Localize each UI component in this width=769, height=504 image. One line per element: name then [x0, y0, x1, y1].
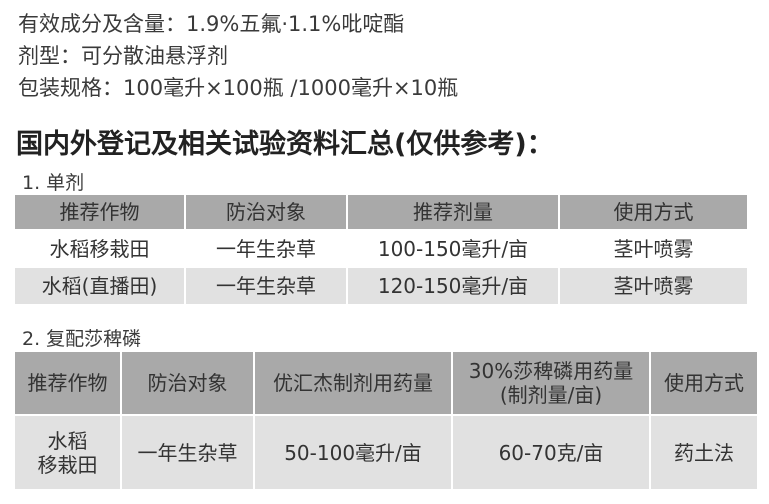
table-header-cell: 防治对象: [186, 195, 346, 229]
table-cell: 50-100毫升/亩: [255, 416, 451, 489]
table-header-cell: 推荐剂量: [348, 195, 558, 229]
table-cell: 60-70克/亩: [453, 416, 649, 489]
package-text: 包装规格：100毫升×100瓶 /1000毫升×10瓶: [18, 76, 459, 100]
table-header-cell: 使用方式: [651, 352, 757, 414]
table-cell: 100-150毫升/亩: [348, 231, 558, 266]
table-header-cell: 使用方式: [560, 195, 747, 229]
table1-title: 1. 单剂: [22, 172, 85, 194]
ingredients-text: 有效成分及含量：1.9%五氟·1.1%吡啶酯: [18, 12, 405, 36]
table-cell: 水稻 移栽田: [15, 416, 120, 489]
table-cell: 120-150毫升/亩: [348, 268, 558, 304]
table-header-cell: 30%莎稗磷用药量 (制剂量/亩): [453, 352, 649, 414]
table-cell: 茎叶喷雾: [560, 268, 747, 304]
table-header-cell: 推荐作物: [15, 352, 120, 414]
table-cell: 一年生杂草: [122, 416, 253, 489]
table-header-cell: 优汇杰制剂用药量: [255, 352, 451, 414]
table-cell: 茎叶喷雾: [560, 231, 747, 266]
table-header-cell: 防治对象: [122, 352, 253, 414]
table-header-cell: 推荐作物: [15, 195, 184, 229]
formulation-text: 剂型：可分散油悬浮剂: [18, 44, 228, 68]
section-heading: 国内外登记及相关试验资料汇总(仅供参考)：: [16, 129, 554, 160]
table-cell: 水稻(直播田): [15, 268, 184, 304]
table-cell: 药土法: [651, 416, 757, 489]
table-cell: 一年生杂草: [186, 231, 346, 266]
table-cell: 一年生杂草: [186, 268, 346, 304]
table-cell: 水稻移栽田: [15, 231, 184, 266]
table2-title: 2. 复配莎稗磷: [22, 328, 142, 350]
